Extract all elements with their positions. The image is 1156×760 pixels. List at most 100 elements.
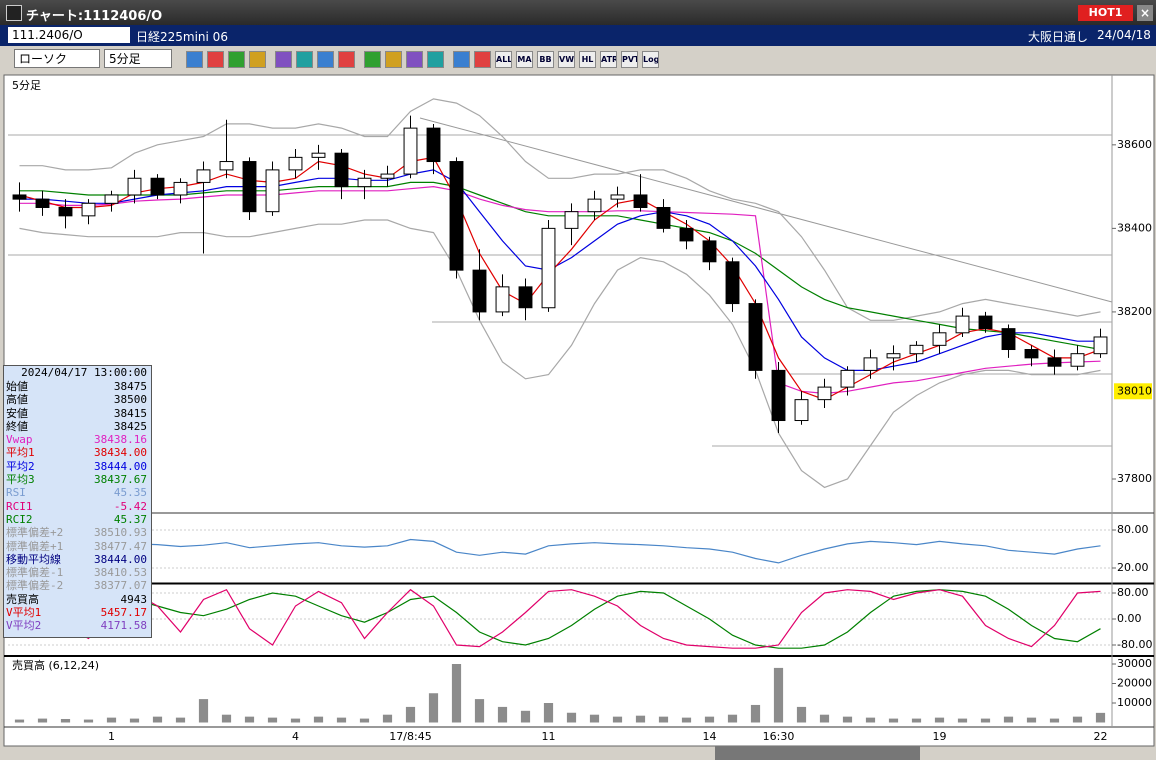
info-row: 標準偏差-1 38410.53 <box>4 566 151 579</box>
info-value: 38500 <box>113 393 147 407</box>
candle-body <box>35 198 50 208</box>
tool-button[interactable]: VWE <box>558 51 575 68</box>
candle-body <box>127 177 142 196</box>
volume-bar <box>520 710 531 723</box>
volume-bar <box>313 716 324 723</box>
info-row: 移動平均線 38444.00 <box>4 553 151 566</box>
tool-button[interactable]: MA <box>516 51 533 68</box>
chart-type-select[interactable]: ローソク <box>14 49 100 68</box>
candle-body <box>1001 328 1016 351</box>
info-value: 4171.58 <box>100 619 147 633</box>
candle-body <box>288 156 303 171</box>
tool-button[interactable]: ATR <box>600 51 617 68</box>
volume-bar <box>1049 718 1060 723</box>
date: 24/04/18 <box>1097 28 1151 42</box>
volume-bar <box>980 718 991 723</box>
tool-icon[interactable] <box>186 51 203 68</box>
info-value: 38425 <box>113 419 147 433</box>
tool-icon[interactable] <box>453 51 470 68</box>
volume-bar <box>1026 717 1037 723</box>
volume-bar <box>1003 716 1014 723</box>
tool-button[interactable]: BB <box>537 51 554 68</box>
price-tag-label: 38010 <box>1117 384 1152 397</box>
chart: 37800 38200 38400 38600 5分足 38010 20.00 80.00 -8… <box>3 74 1155 760</box>
candle-body <box>564 211 579 229</box>
series-line <box>19 98 1101 321</box>
y-tick-label: 37800 <box>1117 472 1152 485</box>
volume-bar <box>842 716 853 723</box>
volume-bar <box>428 693 439 723</box>
tool-icon[interactable] <box>474 51 491 68</box>
info-row: 安値 38415 <box>4 407 151 420</box>
tool-icon[interactable] <box>275 51 292 68</box>
info-label: RSI <box>6 486 26 500</box>
tool-button[interactable]: ALL <box>495 51 512 68</box>
tool-button[interactable]: Log <box>642 51 659 68</box>
candle-body <box>426 127 441 163</box>
candle-body <box>794 399 809 422</box>
volume-bar <box>773 667 784 723</box>
info-panel: 2024/04/17 13:00:00 始値 38475 高値 38500 安値 3841… <box>3 365 152 638</box>
candle-body <box>1093 336 1108 355</box>
candle-body <box>495 286 510 313</box>
tool-icon[interactable] <box>296 51 313 68</box>
tool-icon[interactable] <box>406 51 423 68</box>
volume-bar <box>175 717 186 723</box>
volume-bar <box>451 664 462 723</box>
toolbar: ローソク 5分足 ALLMABBVWEHLATRPVTLog <box>0 46 1156 73</box>
candle-body <box>817 386 832 401</box>
tool-icon[interactable] <box>207 51 224 68</box>
candle-body <box>334 152 349 188</box>
tool-icon[interactable] <box>338 51 355 68</box>
y-tick-label: 38200 <box>1117 305 1152 318</box>
tool-icon[interactable] <box>364 51 381 68</box>
volume-bar <box>359 718 370 723</box>
tool-icon[interactable] <box>249 51 266 68</box>
candle-body <box>955 315 970 334</box>
info-value: 38444.00 <box>94 552 147 566</box>
candle-body <box>380 173 395 179</box>
info-value: 38444.00 <box>94 459 147 473</box>
tool-icon[interactable] <box>427 51 444 68</box>
code-input[interactable]: 111.2406/O <box>8 27 130 43</box>
candle-body <box>58 206 73 217</box>
volume-bar <box>405 706 416 723</box>
candle-body <box>748 303 763 371</box>
info-value: 38475 <box>113 380 147 393</box>
volume-bar <box>221 714 232 723</box>
tool-icon[interactable] <box>317 51 334 68</box>
tool-icon[interactable] <box>228 51 245 68</box>
close-button[interactable]: × <box>1137 5 1153 21</box>
info-row: 標準偏差-2 38377.07 <box>4 579 151 592</box>
series-line <box>19 588 1101 649</box>
x-tick-label: 16:30 <box>763 730 795 743</box>
candle-body <box>1047 357 1062 367</box>
tool-button[interactable]: PVT <box>621 51 638 68</box>
tool-icon[interactable] <box>385 51 402 68</box>
candle-body <box>265 169 280 213</box>
hot-button[interactable]: HOT1 <box>1078 5 1133 21</box>
candle-body <box>909 344 924 355</box>
info-label: 平均2 <box>6 459 35 473</box>
info-label: Vwap <box>6 433 33 447</box>
candle-body <box>840 369 855 388</box>
candle-body <box>725 261 740 305</box>
info-label: 高値 <box>6 393 28 407</box>
info-value: 5457.17 <box>100 606 147 620</box>
info-label: 移動平均線 <box>6 552 61 566</box>
interval-select[interactable]: 5分足 <box>104 49 172 68</box>
info-value: 38477.47 <box>94 539 147 553</box>
volume-bar <box>704 716 715 723</box>
x-tick-label: 14 <box>703 730 717 743</box>
info-row: 始値 38475 <box>4 380 151 393</box>
info-label: RCI1 <box>6 499 33 513</box>
candle-body <box>173 181 188 196</box>
x-tick-label: 11 <box>542 730 556 743</box>
tool-button[interactable]: HL <box>579 51 596 68</box>
info-value: 38438.16 <box>94 433 147 447</box>
info-value: 4943 <box>120 592 148 606</box>
chart-frame <box>3 74 1155 747</box>
volume-bar <box>382 714 393 723</box>
info-value: 38410.53 <box>94 566 147 580</box>
